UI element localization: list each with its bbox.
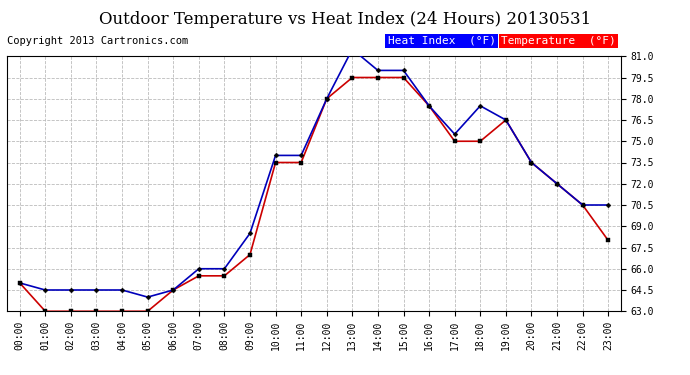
- Text: Heat Index  (°F): Heat Index (°F): [388, 36, 495, 46]
- Text: Temperature  (°F): Temperature (°F): [501, 36, 616, 46]
- Text: Outdoor Temperature vs Heat Index (24 Hours) 20130531: Outdoor Temperature vs Heat Index (24 Ho…: [99, 11, 591, 28]
- Text: Copyright 2013 Cartronics.com: Copyright 2013 Cartronics.com: [7, 36, 188, 46]
